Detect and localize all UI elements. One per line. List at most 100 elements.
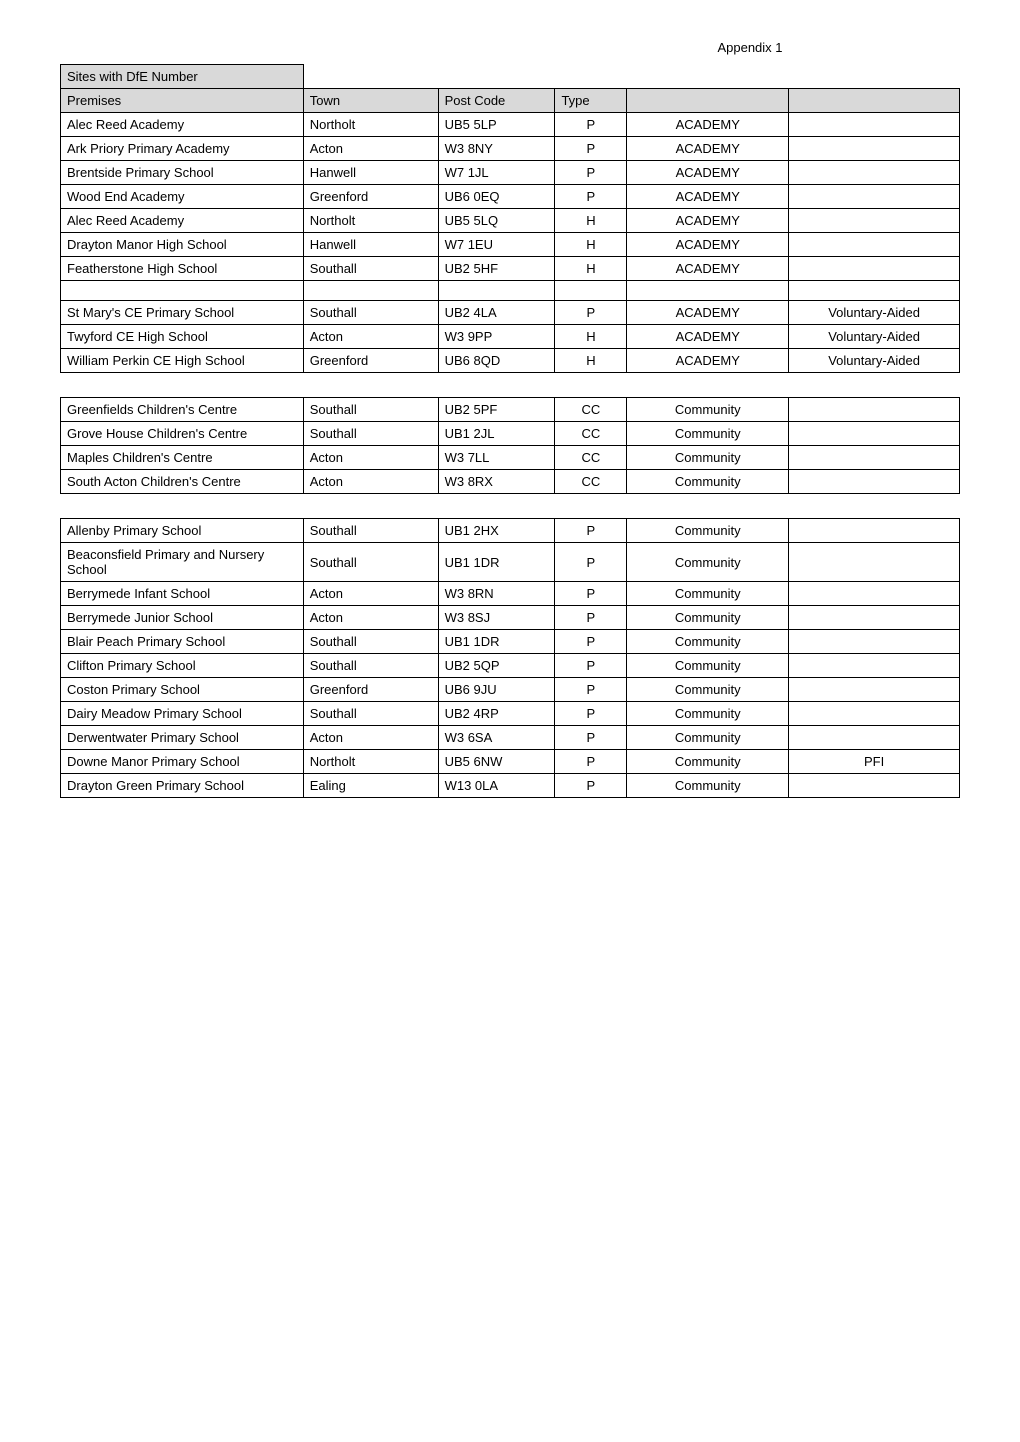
cell-premises: Greenfields Children's Centre xyxy=(61,398,304,422)
cell-postcode: UB2 5QP xyxy=(438,654,555,678)
spacer-cell xyxy=(438,281,555,301)
cell-extra xyxy=(789,654,960,678)
cell-type: P xyxy=(555,630,627,654)
cell-type: H xyxy=(555,325,627,349)
col-town: Town xyxy=(303,89,438,113)
table-row: Alec Reed AcademyNortholtUB5 5LQHACADEMY xyxy=(61,209,960,233)
cell-premises: Alec Reed Academy xyxy=(61,209,304,233)
cell-postcode: W7 1EU xyxy=(438,233,555,257)
cell-extra xyxy=(789,161,960,185)
cell-postcode: UB2 4LA xyxy=(438,301,555,325)
cell-extra xyxy=(789,398,960,422)
table-row: St Mary's CE Primary SchoolSouthallUB2 4… xyxy=(61,301,960,325)
cell-town: Southall xyxy=(303,702,438,726)
table-row: Greenfields Children's CentreSouthallUB2… xyxy=(61,398,960,422)
cell-premises: Clifton Primary School xyxy=(61,654,304,678)
cell-cat: ACADEMY xyxy=(627,257,789,281)
table-row: Drayton Manor High SchoolHanwellW7 1EUHA… xyxy=(61,233,960,257)
cell-type: P xyxy=(555,543,627,582)
cell-postcode: W13 0LA xyxy=(438,774,555,798)
cell-type: CC xyxy=(555,470,627,494)
cell-town: Southall xyxy=(303,519,438,543)
cell-type: P xyxy=(555,774,627,798)
cell-extra xyxy=(789,257,960,281)
cell-type: P xyxy=(555,519,627,543)
cell-postcode: W3 8NY xyxy=(438,137,555,161)
cell-cat: Community xyxy=(627,446,789,470)
cell-cat: ACADEMY xyxy=(627,325,789,349)
cell-premises: Blair Peach Primary School xyxy=(61,630,304,654)
cell-town: Southall xyxy=(303,398,438,422)
cell-type: P xyxy=(555,654,627,678)
cell-type: H xyxy=(555,209,627,233)
appendix-label: Appendix 1 xyxy=(540,40,960,55)
col-type: Type xyxy=(555,89,627,113)
cell-premises: South Acton Children's Centre xyxy=(61,470,304,494)
cell-extra xyxy=(789,470,960,494)
cell-postcode: UB5 5LP xyxy=(438,113,555,137)
cell-cat: ACADEMY xyxy=(627,233,789,257)
col-postcode: Post Code xyxy=(438,89,555,113)
col-premises: Premises xyxy=(61,89,304,113)
cell-town: Southall xyxy=(303,630,438,654)
cell-extra: Voluntary-Aided xyxy=(789,301,960,325)
cell-extra xyxy=(789,519,960,543)
cell-town: Hanwell xyxy=(303,233,438,257)
cell-cat: ACADEMY xyxy=(627,185,789,209)
cell-extra: Voluntary-Aided xyxy=(789,325,960,349)
cell-postcode: UB1 1DR xyxy=(438,630,555,654)
cell-extra xyxy=(789,543,960,582)
spacer-cell xyxy=(789,281,960,301)
cell-type: H xyxy=(555,233,627,257)
cell-cat: ACADEMY xyxy=(627,113,789,137)
cell-cat: Community xyxy=(627,726,789,750)
cell-premises: William Perkin CE High School xyxy=(61,349,304,373)
spacer-cell xyxy=(61,281,304,301)
cell-premises: Grove House Children's Centre xyxy=(61,422,304,446)
table-row xyxy=(61,281,960,301)
cell-type: P xyxy=(555,582,627,606)
header-row-sites: Sites with DfE Number xyxy=(61,65,960,89)
cell-type: CC xyxy=(555,422,627,446)
cell-cat: Community xyxy=(627,398,789,422)
cell-premises: Beaconsfield Primary and Nursery School xyxy=(61,543,304,582)
cell-type: P xyxy=(555,137,627,161)
cell-cat: ACADEMY xyxy=(627,137,789,161)
cell-premises: Dairy Meadow Primary School xyxy=(61,702,304,726)
table-row: William Perkin CE High SchoolGreenfordUB… xyxy=(61,349,960,373)
table-row: Downe Manor Primary SchoolNortholtUB5 6N… xyxy=(61,750,960,774)
cell-extra xyxy=(789,113,960,137)
cell-cat: Community xyxy=(627,422,789,446)
cell-type: CC xyxy=(555,398,627,422)
cell-premises: Featherstone High School xyxy=(61,257,304,281)
cell-type: P xyxy=(555,750,627,774)
table-row: Ark Priory Primary AcademyActonW3 8NYPAC… xyxy=(61,137,960,161)
cell-type: P xyxy=(555,702,627,726)
table-academies: Sites with DfE Number Premises Town Post… xyxy=(60,64,960,373)
cell-town: Acton xyxy=(303,726,438,750)
table-childrens-centres: Greenfields Children's CentreSouthallUB2… xyxy=(60,397,960,494)
cell-cat: Community xyxy=(627,678,789,702)
col-extra xyxy=(789,89,960,113)
cell-extra xyxy=(789,774,960,798)
table-row: Grove House Children's CentreSouthallUB1… xyxy=(61,422,960,446)
cell-type: H xyxy=(555,349,627,373)
cell-extra xyxy=(789,726,960,750)
cell-postcode: UB2 5HF xyxy=(438,257,555,281)
cell-cat: ACADEMY xyxy=(627,209,789,233)
table-row: Blair Peach Primary SchoolSouthallUB1 1D… xyxy=(61,630,960,654)
cell-postcode: UB1 2JL xyxy=(438,422,555,446)
cell-type: P xyxy=(555,606,627,630)
cell-postcode: W7 1JL xyxy=(438,161,555,185)
cell-cat: Community xyxy=(627,543,789,582)
table-row: Berrymede Infant SchoolActonW3 8RNPCommu… xyxy=(61,582,960,606)
table-row: Coston Primary SchoolGreenfordUB6 9JUPCo… xyxy=(61,678,960,702)
cell-type: P xyxy=(555,161,627,185)
cell-extra xyxy=(789,582,960,606)
table-row: Dairy Meadow Primary SchoolSouthallUB2 4… xyxy=(61,702,960,726)
cell-postcode: UB5 6NW xyxy=(438,750,555,774)
cell-cat: Community xyxy=(627,606,789,630)
spacer-cell xyxy=(627,281,789,301)
cell-premises: Wood End Academy xyxy=(61,185,304,209)
cell-extra xyxy=(789,446,960,470)
